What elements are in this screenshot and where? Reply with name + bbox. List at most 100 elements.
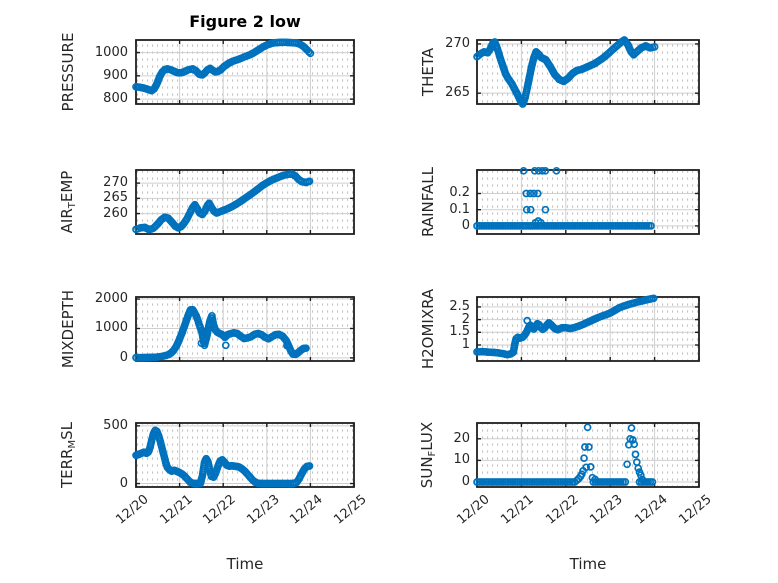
ylabel-h2omixra: H2OMIXRA <box>419 288 437 370</box>
data-markers-rainfall <box>473 166 655 230</box>
data-markers-pressure <box>132 38 315 95</box>
subplot-air-temp <box>132 169 355 235</box>
y-tick-label: 0 <box>119 475 128 491</box>
data-point <box>581 443 589 451</box>
x-axis-label-right: Time <box>569 555 607 573</box>
y-tick-label: 20 <box>453 430 470 446</box>
y-tick-label: 500 <box>103 417 128 433</box>
subplot-pressure <box>132 38 355 105</box>
y-tick-label: 2000 <box>94 291 128 307</box>
data-point <box>586 463 595 471</box>
data-point <box>305 47 313 56</box>
minor-grid <box>478 424 698 486</box>
ylabel-pressure: PRESSURE <box>59 32 77 112</box>
axes-box <box>135 169 355 235</box>
subplot-h2omixra <box>473 294 700 362</box>
y-tick-label: 1000 <box>94 44 128 60</box>
data-point <box>630 440 639 449</box>
data-point <box>533 189 542 198</box>
y-tick-label: 270 <box>103 175 128 191</box>
data-point <box>648 478 657 486</box>
data-point <box>538 166 547 175</box>
data-point <box>634 464 643 473</box>
y-tick-label: 2.5 <box>449 298 470 314</box>
axes-box <box>135 39 355 105</box>
data-point <box>647 222 655 230</box>
data-point <box>591 475 599 484</box>
data-markers-theta <box>473 36 659 108</box>
y-tick-label: 0 <box>461 474 470 490</box>
y-tick-label: 900 <box>103 67 128 83</box>
data-point <box>541 166 550 175</box>
figure-title: Figure 2 low <box>189 12 301 31</box>
y-tick-label: 1 <box>461 337 470 352</box>
data-point <box>302 344 310 353</box>
data-point <box>305 177 314 186</box>
data-markers-mixdepth <box>132 305 310 362</box>
y-tick-label: 0 <box>461 217 470 233</box>
data-point <box>200 327 208 336</box>
data-point <box>638 475 647 484</box>
ylabel-air-temp: AIRTEMP <box>58 170 78 234</box>
axes-box <box>476 169 700 235</box>
subplot-terr-msl <box>132 422 355 488</box>
data-markers-h2omixra <box>473 294 658 359</box>
data-point <box>628 49 637 58</box>
axes-box <box>476 296 700 362</box>
data-point <box>627 424 636 432</box>
y-tick-label: 0 <box>119 349 128 365</box>
y-tick-label: 260 <box>103 205 128 221</box>
y-tick-label: 265 <box>103 190 128 206</box>
subplot-theta <box>473 36 700 108</box>
data-point <box>649 294 658 303</box>
axes-box <box>476 39 700 105</box>
minor-grid <box>478 41 698 103</box>
data-point <box>523 316 532 325</box>
data-point <box>541 205 550 214</box>
y-tick-label: 0.1 <box>449 201 470 217</box>
subplot-sun-flux <box>473 422 700 488</box>
data-point <box>650 43 659 51</box>
data-point <box>197 339 206 348</box>
data-point <box>636 471 645 479</box>
subplot-mixdepth <box>132 296 355 362</box>
data-point <box>526 189 535 198</box>
ylabel-rainfall: RAINFALL <box>419 167 437 237</box>
y-tick-label: 1000 <box>94 320 128 336</box>
ylabel-theta: THETA <box>419 47 437 97</box>
data-point <box>530 166 539 175</box>
data-markers-sun-flux <box>473 423 657 486</box>
data-point <box>522 189 531 198</box>
data-point <box>519 166 528 175</box>
data-markers-air-temp <box>132 170 314 234</box>
data-point <box>583 423 592 432</box>
data-point <box>537 218 545 227</box>
y-tick-label: 270 <box>445 35 470 51</box>
data-point <box>582 463 591 472</box>
data-point <box>621 478 630 486</box>
ylabel-terr-msl: TERRMSL <box>58 421 78 489</box>
y-tick-label: 10 <box>453 452 470 468</box>
y-tick-label: 1.5 <box>449 324 470 340</box>
ylabel-mixdepth: MIXDEPTH <box>59 289 77 369</box>
x-axis-label-left: Time <box>226 555 264 573</box>
data-point <box>283 341 291 350</box>
y-tick-label: 0.2 <box>449 185 470 201</box>
data-markers-terr-msl <box>132 426 314 488</box>
data-point <box>580 454 588 463</box>
ylabel-sun-flux: SUNFLUX <box>418 421 438 489</box>
data-point <box>221 341 230 350</box>
y-tick-label: 265 <box>445 85 470 101</box>
data-point <box>526 205 535 214</box>
data-point <box>522 205 531 214</box>
data-point <box>585 443 593 451</box>
data-point <box>305 462 314 470</box>
data-point <box>529 189 538 198</box>
data-point <box>628 436 637 444</box>
subplot-rainfall <box>473 166 700 235</box>
data-point <box>623 460 631 469</box>
data-point <box>306 49 315 58</box>
data-point <box>631 450 640 459</box>
